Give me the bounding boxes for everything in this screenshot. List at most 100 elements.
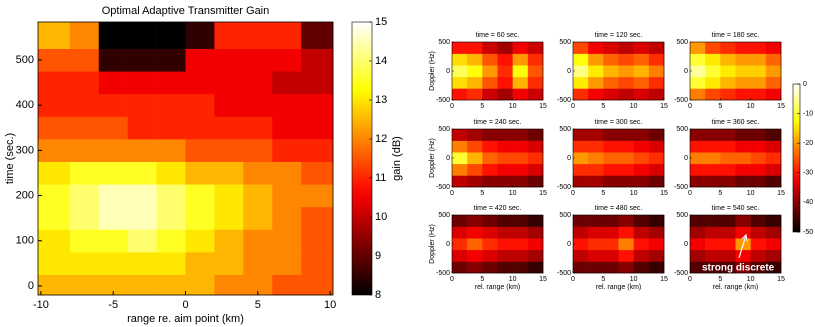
spectrogram-cell bbox=[512, 129, 529, 141]
x-tick-label: 0 bbox=[571, 190, 575, 197]
spectrogram-cell bbox=[705, 249, 721, 262]
spectrogram-cell bbox=[573, 53, 589, 66]
spectrogram-cell bbox=[720, 140, 736, 153]
heatmap-cell bbox=[185, 274, 215, 296]
panel-title: time = 360 sec. bbox=[712, 119, 760, 126]
y-tick-label: 500 bbox=[559, 212, 571, 219]
spectrogram-cell bbox=[603, 226, 619, 239]
colorbar-tick-label: 13 bbox=[375, 94, 387, 106]
spectrogram-cell bbox=[512, 175, 529, 188]
spectrogram-cell bbox=[720, 42, 736, 54]
x-axis-label: rel. range (km) bbox=[475, 284, 521, 291]
spectrogram-cell bbox=[573, 129, 589, 141]
spectrogram-cell bbox=[497, 129, 513, 141]
heatmap-cell bbox=[127, 252, 157, 275]
spectrogram-cell bbox=[573, 215, 589, 227]
colorbar bbox=[792, 83, 801, 233]
spectrogram-cell bbox=[588, 152, 604, 165]
heatmap-cell bbox=[127, 93, 157, 117]
spectrogram-cell bbox=[527, 65, 544, 78]
heatmap-cell bbox=[98, 206, 128, 230]
spectrogram-cell bbox=[573, 88, 589, 101]
heatmap-cell bbox=[243, 22, 273, 49]
heatmap-cell bbox=[127, 116, 157, 140]
spectrogram-cell bbox=[633, 76, 650, 89]
spectrogram-cell bbox=[482, 261, 498, 274]
spectrogram-cell bbox=[497, 226, 513, 239]
spectrogram-cell bbox=[705, 76, 721, 89]
heatmap-cell bbox=[69, 184, 100, 208]
spectrogram-cell bbox=[497, 65, 513, 78]
spectrogram-cell bbox=[750, 152, 767, 165]
heatmap-cell bbox=[301, 139, 334, 162]
spectrogram-cell bbox=[705, 261, 721, 274]
annotation-arrow bbox=[738, 234, 747, 259]
spectrogram-cell bbox=[633, 42, 650, 54]
x-axis-label: rel. range (km) bbox=[713, 284, 759, 291]
spectrogram-cell bbox=[690, 140, 706, 153]
heatmap-cell bbox=[38, 206, 71, 230]
x-tick-label: 0 bbox=[571, 103, 575, 110]
spectrogram-cell bbox=[618, 129, 634, 141]
spectrogram-cell bbox=[720, 163, 736, 176]
spectrogram-cell bbox=[452, 42, 468, 54]
spectrogram-cell bbox=[482, 88, 498, 101]
heatmap-cell bbox=[98, 116, 128, 140]
spectrogram-cell bbox=[633, 261, 650, 274]
y-tick-label: 200 bbox=[16, 189, 34, 201]
spectrogram-cell bbox=[633, 140, 650, 153]
heatmap-cell bbox=[214, 48, 244, 72]
heatmap-cell bbox=[69, 93, 100, 117]
spectrogram-cell bbox=[588, 238, 604, 251]
x-tick-label: 15 bbox=[660, 190, 668, 197]
heatmap-cell bbox=[69, 22, 100, 49]
panel-title: time = 60 sec. bbox=[476, 32, 520, 39]
spectrogram-cell bbox=[603, 249, 619, 262]
spectrogram-cell bbox=[720, 152, 736, 165]
x-tick-label: 10 bbox=[747, 103, 755, 110]
spectrogram-cell bbox=[750, 238, 767, 251]
colorbar bbox=[351, 21, 373, 296]
spectrogram-cell bbox=[720, 249, 736, 262]
y-tick-label: 0 bbox=[567, 68, 571, 75]
spectrogram-cell bbox=[705, 42, 721, 54]
spectrogram-cell bbox=[750, 261, 767, 274]
y-tick-label: 500 bbox=[438, 126, 450, 133]
spectrogram-cell bbox=[452, 175, 468, 188]
x-tick-label: 5 bbox=[718, 103, 722, 110]
heatmap-cell bbox=[243, 252, 273, 275]
spectrogram-cell bbox=[512, 53, 529, 66]
spectrogram-cell bbox=[482, 140, 498, 153]
spectrogram-cell bbox=[467, 238, 483, 251]
spectrogram-cell bbox=[690, 226, 706, 239]
spectrogram-cell bbox=[750, 76, 767, 89]
spectrogram-cell bbox=[573, 175, 589, 188]
spectrogram-cell bbox=[527, 76, 544, 89]
heatmap-cell bbox=[243, 229, 273, 253]
spectrogram-cell bbox=[735, 88, 751, 101]
heatmap-cell bbox=[98, 161, 128, 185]
spectrogram-cell bbox=[765, 238, 782, 251]
spectrogram-cell bbox=[527, 88, 544, 101]
x-tick-label: 5 bbox=[255, 299, 261, 311]
x-tick-label: 5 bbox=[601, 276, 605, 283]
spectrogram-cell bbox=[618, 42, 634, 54]
spectrogram-cell bbox=[497, 88, 513, 101]
spectrogram-cell bbox=[618, 163, 634, 176]
spectrogram-cell bbox=[750, 140, 767, 153]
y-tick-label: -500 bbox=[557, 270, 571, 277]
heatmap-cell bbox=[69, 139, 100, 162]
colorbar-tick-label: 12 bbox=[375, 133, 387, 145]
spectrogram-cell bbox=[512, 238, 529, 251]
heatmap-cell bbox=[214, 274, 244, 296]
spectrogram-cell bbox=[735, 175, 751, 188]
heatmap-cell bbox=[185, 161, 215, 185]
heatmap-cell bbox=[127, 139, 157, 162]
spectrogram-cell bbox=[452, 76, 468, 89]
spectrogram-cell bbox=[573, 238, 589, 251]
spectrogram-cell bbox=[648, 215, 665, 227]
spectrogram-cell bbox=[690, 88, 706, 101]
heatmap-cell bbox=[38, 161, 71, 185]
y-axis-label: Doppler (Hz) bbox=[429, 224, 436, 264]
spectrogram-cell bbox=[603, 53, 619, 66]
